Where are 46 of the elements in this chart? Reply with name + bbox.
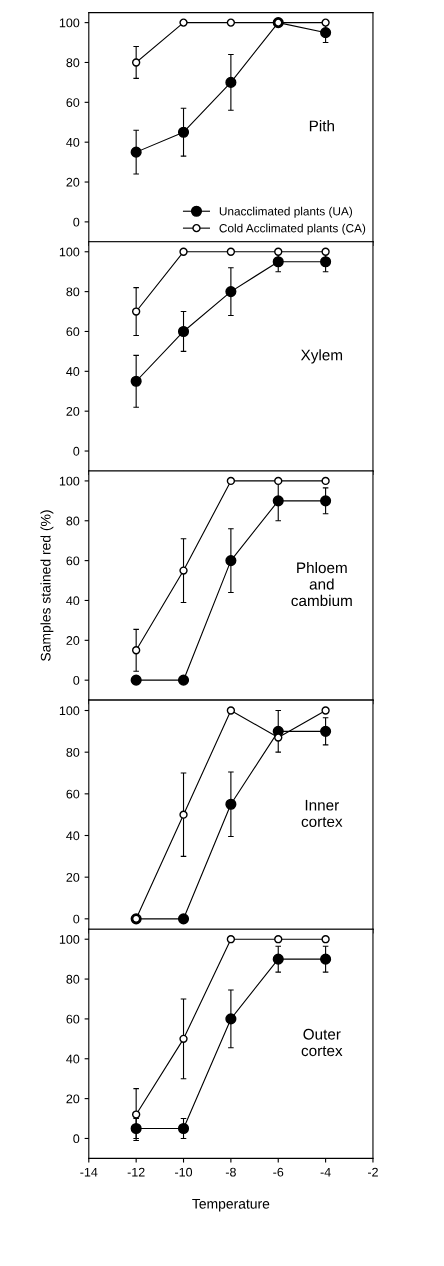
- y-tick-label: 60: [66, 789, 80, 799]
- x-axis-title: Temperature: [192, 1199, 270, 1212]
- y-tick-label: 80: [66, 287, 80, 297]
- y-tick-label: 0: [73, 675, 80, 685]
- y-tick-label: 40: [66, 831, 80, 841]
- x-tick-label: -2: [367, 1167, 378, 1177]
- y-tick-label: 20: [66, 636, 80, 645]
- y-tick-label: 0: [73, 446, 80, 456]
- annotation: Pith: [309, 120, 334, 132]
- y-tick-label: 60: [66, 556, 80, 566]
- legend-label: Cold Acclimated plants (CA): [219, 223, 366, 235]
- x-tick-label: -14: [80, 1167, 98, 1177]
- y-tick-label: 20: [66, 872, 80, 882]
- y-tick-label: 100: [59, 935, 80, 944]
- y-tick-label: 60: [66, 1014, 80, 1024]
- y-tick-label: 40: [66, 596, 80, 606]
- y-tick-label: 20: [66, 406, 80, 416]
- y-tick-label: 100: [59, 706, 80, 716]
- y-tick-label: 80: [66, 974, 80, 984]
- x-tick-label: -12: [127, 1167, 145, 1177]
- y-tick-label: 40: [66, 367, 80, 376]
- y-tick-label: 80: [66, 516, 80, 526]
- y-tick-label: 100: [59, 247, 80, 257]
- y-tick-label: 20: [66, 177, 80, 187]
- x-tick-label: -8: [225, 1167, 236, 1177]
- y-tick-label: 20: [66, 1094, 80, 1104]
- y-tick-label: 80: [66, 58, 80, 68]
- y-axis-title: Samples stained red (%): [40, 510, 54, 661]
- y-tick-label: 0: [73, 914, 80, 924]
- y-tick-label: 0: [73, 217, 80, 227]
- x-tick-label: -4: [320, 1167, 331, 1177]
- annotation: Outer cortex: [301, 1028, 343, 1057]
- annotation: Xylem: [300, 349, 343, 364]
- y-tick-label: 40: [66, 1054, 80, 1064]
- y-tick-label: 80: [66, 747, 80, 757]
- y-tick-label: 40: [66, 137, 80, 147]
- y-tick-label: 0: [73, 1134, 80, 1144]
- y-tick-label: 60: [66, 98, 80, 107]
- x-tick-label: -6: [273, 1167, 284, 1177]
- y-tick-label: 100: [59, 18, 80, 28]
- annotation: Phloem and cambium: [291, 561, 352, 607]
- legend-label: Unacclimated plants (UA): [219, 206, 353, 218]
- annotation: Inner cortex: [301, 799, 343, 827]
- y-tick-label: 60: [66, 327, 80, 337]
- y-tick-label: 100: [59, 476, 80, 486]
- x-tick-label: -10: [175, 1167, 193, 1177]
